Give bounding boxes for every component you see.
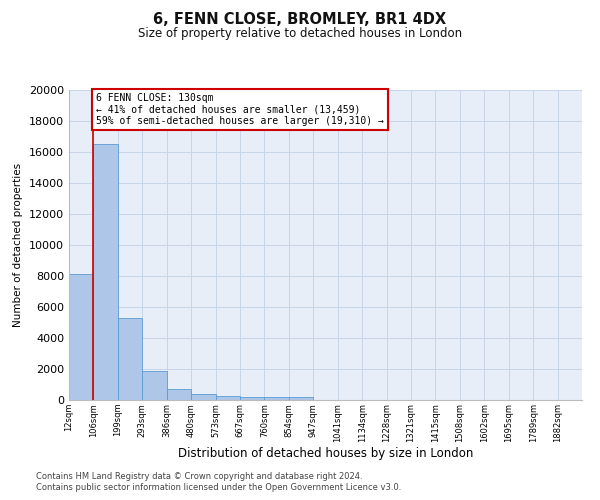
X-axis label: Distribution of detached houses by size in London: Distribution of detached houses by size …: [178, 448, 473, 460]
Text: Contains HM Land Registry data © Crown copyright and database right 2024.: Contains HM Land Registry data © Crown c…: [36, 472, 362, 481]
Bar: [118, 318, 142, 400]
Bar: [240, 396, 265, 400]
Bar: [167, 389, 191, 400]
Bar: [265, 397, 289, 400]
Bar: [215, 396, 240, 400]
Text: 6 FENN CLOSE: 130sqm
← 41% of detached houses are smaller (13,459)
59% of semi-d: 6 FENN CLOSE: 130sqm ← 41% of detached h…: [97, 93, 384, 126]
Bar: [142, 372, 167, 400]
Text: Size of property relative to detached houses in London: Size of property relative to detached ho…: [138, 28, 462, 40]
Text: Contains public sector information licensed under the Open Government Licence v3: Contains public sector information licen…: [36, 484, 401, 492]
Text: 6, FENN CLOSE, BROMLEY, BR1 4DX: 6, FENN CLOSE, BROMLEY, BR1 4DX: [154, 12, 446, 28]
Bar: [94, 144, 118, 400]
Y-axis label: Number of detached properties: Number of detached properties: [13, 163, 23, 327]
Bar: [191, 394, 215, 400]
Bar: [69, 274, 94, 400]
Bar: [289, 398, 313, 400]
